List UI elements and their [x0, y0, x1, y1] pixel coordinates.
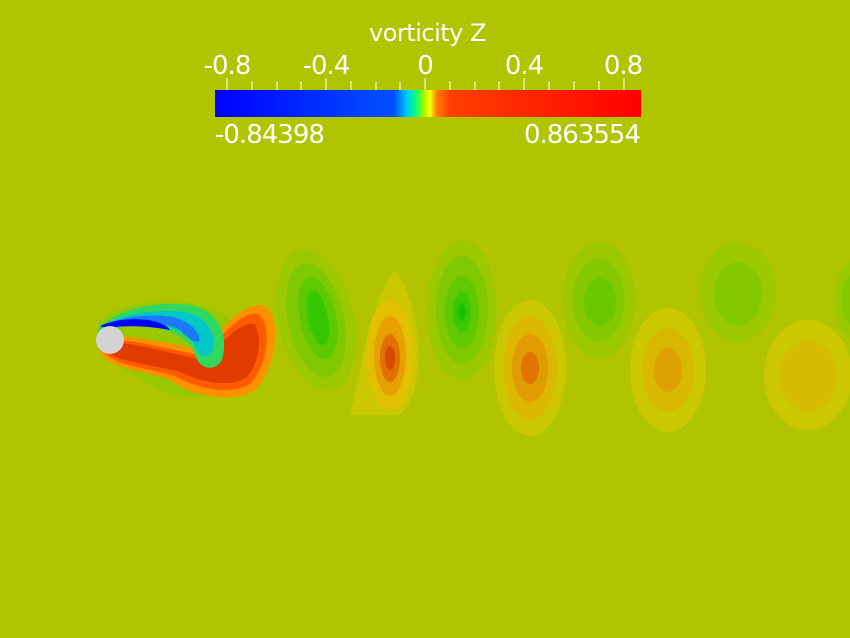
cylinder: [96, 326, 124, 354]
tick-label: -0.8: [203, 51, 252, 81]
tick-label: 0.8: [603, 51, 643, 81]
legend-title: vorticity Z: [369, 19, 486, 47]
range-min-label: -0.84398: [215, 120, 325, 150]
tick-label: 0: [417, 51, 434, 81]
range-max-label: 0.863554: [523, 120, 641, 150]
tick-label: 0.4: [504, 51, 544, 81]
color-bar: [215, 78, 641, 117]
vortex-street-lower: [350, 270, 850, 436]
vortex-street-upper: [275, 240, 850, 391]
near-wake: [98, 301, 276, 398]
tick-label: -0.4: [302, 51, 351, 81]
color-bar-gradient: [215, 90, 641, 117]
